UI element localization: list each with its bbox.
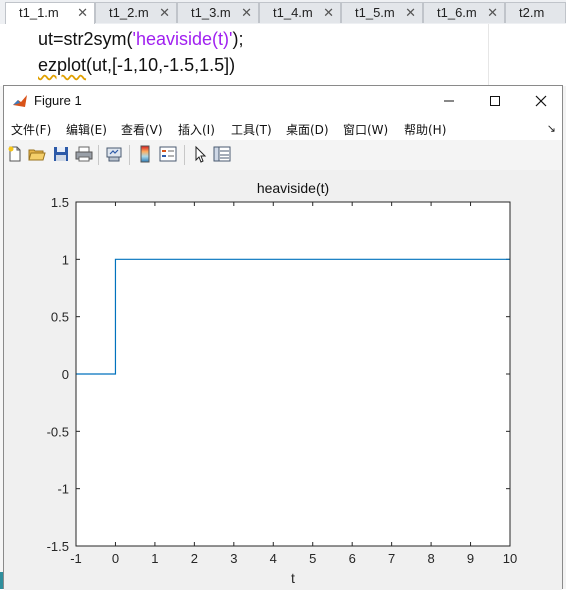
close-icon[interactable]: ✕ <box>487 5 498 20</box>
tab-t1_6[interactable]: t1_6.m ✕ <box>423 2 505 23</box>
open-file-icon[interactable] <box>28 145 46 163</box>
menu-desktop[interactable]: 桌面(D) <box>286 123 329 137</box>
tab-t1_3[interactable]: t1_3.m ✕ <box>177 2 259 23</box>
legend-icon[interactable] <box>159 145 177 163</box>
close-icon <box>535 95 547 107</box>
close-button[interactable] <box>518 86 564 116</box>
tab-t1_1[interactable]: t1_1.m ✕ <box>5 2 95 25</box>
x-tick-label: 0 <box>112 551 119 566</box>
y-tick-label: 1 <box>62 252 69 267</box>
tab-label: t1_3.m <box>191 5 231 20</box>
x-tick-label: -1 <box>70 551 82 566</box>
minimize-icon <box>444 100 454 102</box>
tab-label: t1_5.m <box>355 5 395 20</box>
editor-tab-bar: t1_1.m ✕ t1_2.m ✕ t1_3.m ✕ t1_4.m ✕ t1_5… <box>0 0 566 25</box>
plot-canvas[interactable]: -1 0 1 2 3 4 5 6 7 8 9 101.510.50-0.5-1-1.5heavisid… <box>4 170 562 588</box>
y-tick-label: 0.5 <box>51 310 69 325</box>
toolbar-separator <box>129 145 130 165</box>
code-text: (ut,[-1,10,-1.5,1.5]) <box>86 55 236 75</box>
right-margin-line <box>488 24 489 86</box>
tab-label: t1_1.m <box>19 5 59 20</box>
close-icon[interactable]: ✕ <box>77 5 88 20</box>
x-tick-label: 4 <box>270 551 277 566</box>
figure-toolbar <box>4 140 562 171</box>
code-text: ut=str2sym( <box>38 29 133 49</box>
y-tick-label: 1.5 <box>51 195 69 210</box>
figure-window: Figure 1 文件(F) 编辑(E) 查看(V) 插入(I) 工具(T) 桌… <box>3 85 563 590</box>
matlab-logo-icon <box>12 93 28 109</box>
tab-label: t1_2.m <box>109 5 149 20</box>
maximize-icon <box>490 96 500 106</box>
plot-area: -1 0 1 2 3 4 5 6 7 8 9 10 1.5 1 0.5 0 -0.5 -1 -1.5 heavisid… <box>4 170 562 590</box>
code-line-1[interactable]: ut=str2sym('heaviside(t)'); <box>38 29 243 50</box>
x-tick-label: 8 <box>427 551 434 566</box>
axes-box <box>75 201 511 547</box>
x-tick-label: 7 <box>388 551 395 566</box>
code-function-warning: ezplot <box>38 55 87 75</box>
code-string: 'heaviside(t)' <box>132 29 233 49</box>
figure-menubar: 文件(F) 编辑(E) 查看(V) 插入(I) 工具(T) 桌面(D) 窗口(W… <box>4 116 562 140</box>
y-tick-label: -0.5 <box>47 424 69 439</box>
figure-titlebar[interactable]: Figure 1 <box>4 86 562 116</box>
edit-plot-arrow-icon[interactable] <box>191 145 209 163</box>
y-tick-label: -1.5 <box>47 539 69 554</box>
code-text: ); <box>232 29 244 49</box>
tab-t1_2[interactable]: t1_2.m ✕ <box>95 2 177 23</box>
colorbar-icon[interactable] <box>136 145 154 163</box>
figure-title: Figure 1 <box>34 93 82 108</box>
code-line-2[interactable]: ezplot(ut,[-1,10,-1.5,1.5]) <box>38 55 235 76</box>
x-axis-label: t <box>291 570 295 586</box>
tab-label: t1_4.m <box>273 5 313 20</box>
close-icon[interactable]: ✕ <box>241 5 252 20</box>
x-tick-label: 1 <box>151 551 158 566</box>
tab-t1_4[interactable]: t1_4.m ✕ <box>259 2 341 23</box>
menu-tools[interactable]: 工具(T) <box>231 123 272 137</box>
code-editor[interactable]: ut=str2sym('heaviside(t)'); ezplot(ut,[-… <box>0 24 566 86</box>
x-tick-label: 3 <box>230 551 237 566</box>
menu-file[interactable]: 文件(F) <box>11 123 52 137</box>
tab-t2[interactable]: t2.m <box>505 2 566 23</box>
axes-background <box>76 202 510 546</box>
toolbar-separator <box>184 145 185 165</box>
series-line <box>76 258 510 375</box>
menu-overflow-icon[interactable]: ↘ <box>546 123 556 135</box>
close-icon[interactable]: ✕ <box>323 5 334 20</box>
tab-t1_5[interactable]: t1_5.m ✕ <box>341 2 423 23</box>
menu-insert[interactable]: 插入(I) <box>178 123 215 137</box>
save-icon[interactable] <box>52 145 70 163</box>
print-icon[interactable] <box>75 145 93 163</box>
close-icon[interactable]: ✕ <box>159 5 170 20</box>
y-tick-label: 0 <box>62 367 69 382</box>
x-tick-label: 10 <box>503 551 517 566</box>
property-inspector-icon[interactable] <box>213 145 231 163</box>
background-strip <box>0 572 3 589</box>
new-figure-icon[interactable] <box>6 145 24 163</box>
menu-help[interactable]: 帮助(H) <box>404 123 447 137</box>
x-tick-label: 2 <box>191 551 198 566</box>
tab-label: t2.m <box>519 5 545 20</box>
maximize-button[interactable] <box>472 86 518 116</box>
link-plot-icon[interactable] <box>105 145 123 163</box>
tab-label: t1_6.m <box>437 5 477 20</box>
x-tick-label: 5 <box>309 551 316 566</box>
background-strip <box>0 86 3 589</box>
background-strip <box>563 86 566 589</box>
x-tick-label: 9 <box>467 551 474 566</box>
minimize-button[interactable] <box>426 86 472 116</box>
y-tick-label: -1 <box>57 482 69 497</box>
chart-title: heaviside(t) <box>257 180 329 196</box>
menu-view[interactable]: 查看(V) <box>121 123 163 137</box>
x-tick-label: 6 <box>349 551 356 566</box>
close-icon[interactable]: ✕ <box>405 5 416 20</box>
menu-window[interactable]: 窗口(W) <box>343 123 389 137</box>
menu-edit[interactable]: 编辑(E) <box>66 123 107 137</box>
toolbar-separator <box>98 145 99 165</box>
